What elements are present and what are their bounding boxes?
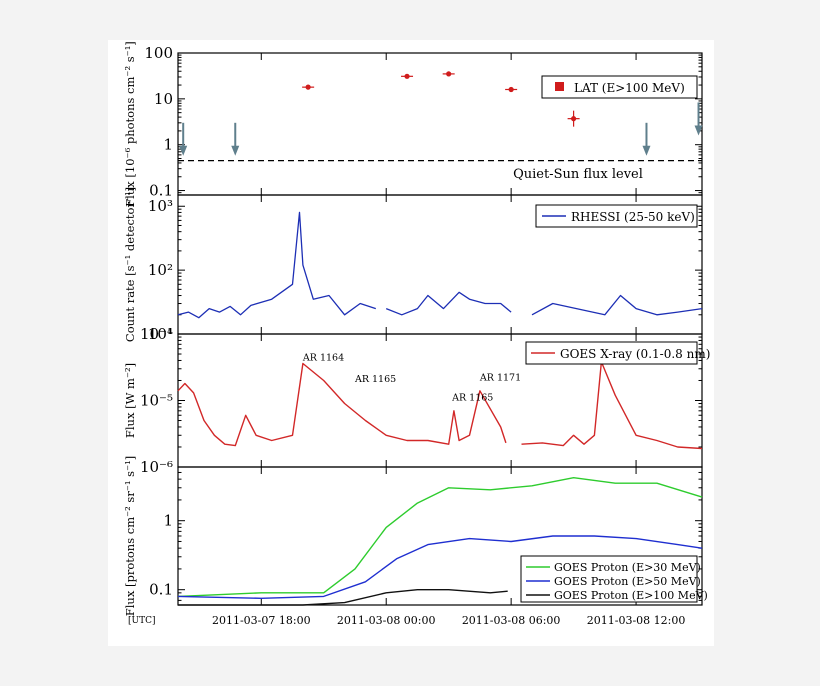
y-tick-label: 100 <box>144 44 173 62</box>
active-region-annotation: AR 1165 <box>451 393 493 404</box>
y-tick-label: 10² <box>148 261 173 279</box>
figure: 0.1 1 10 100 Flux [10⁻⁶ photons cm⁻² s⁻¹] 10¹… <box>108 40 714 646</box>
legend-label: GOES X-ray (0.1-0.8 nm) <box>560 347 710 361</box>
upper-limit-arrow <box>179 122 188 156</box>
y-tick-label: 10 <box>154 90 173 108</box>
active-region-annotation: AR 1171 <box>479 372 521 383</box>
x-tick-label: 2011-03-08 00:00 <box>337 614 436 627</box>
rhessi-series-line <box>385 291 512 316</box>
legend-label: GOES Proton (E>30 MeV) <box>554 561 701 574</box>
active-region-annotation: AR 1165 <box>354 374 396 385</box>
y-tick-label: 0.1 <box>149 581 173 599</box>
lat-data-point <box>442 71 455 77</box>
reference-line-label: Quiet-Sun flux level <box>513 167 643 182</box>
goes-proton-legend: GOES Proton (E>30 MeV)GOES Proton (E>50 … <box>520 555 708 603</box>
legend-label: GOES Proton (E>100 MeV) <box>554 589 708 602</box>
y-tick-label: 1 <box>163 136 173 154</box>
rhessi-series-line <box>177 211 377 319</box>
lat-data-point <box>567 110 580 127</box>
upper-limit-arrow <box>642 122 651 156</box>
lat-legend: LAT (E>100 MeV) <box>541 75 698 99</box>
lat-data-point <box>302 84 315 90</box>
x-unit-label: [UTC] <box>128 616 156 626</box>
legend-label: GOES Proton (E>50 MeV) <box>554 575 701 588</box>
goes-proton-series-line <box>177 477 703 598</box>
x-tick-label: 2011-03-07 18:00 <box>212 614 311 627</box>
goes-proton-series-line <box>177 535 703 599</box>
active-region-annotation: AR 1164 <box>302 352 344 363</box>
y-tick-label: 10⁻⁴ <box>140 325 173 343</box>
y-tick-label: 10¹ <box>148 325 173 343</box>
upper-limit-arrow <box>231 122 240 156</box>
y-tick-label: 10⁻⁶ <box>140 458 173 476</box>
y-tick-label: 0.1 <box>149 182 173 200</box>
lat-data-point <box>505 86 518 93</box>
x-tick-label: 2011-03-08 12:00 <box>587 614 686 627</box>
y-tick-label: 10⁻⁵ <box>140 392 173 410</box>
lat-data-point <box>401 73 414 79</box>
y-axis-label: Count rate [s⁻¹ detector⁻¹] <box>123 187 137 342</box>
goes-xray-series-line <box>521 361 703 450</box>
y-axis-label: Flux [protons cm⁻² sr⁻¹ s⁻¹] <box>123 456 137 616</box>
rhessi-series-line <box>531 294 703 316</box>
goes-xray-legend: GOES X-ray (0.1-0.8 nm) <box>525 341 710 365</box>
legend-label: LAT (E>100 MeV) <box>574 81 685 95</box>
rhessi-legend: RHESSI (25-50 keV) <box>535 204 698 228</box>
stacked-time-series-chart: 0.1 1 10 100 Flux [10⁻⁶ photons cm⁻² s⁻¹] 10¹… <box>123 41 710 627</box>
x-tick-label: 2011-03-08 06:00 <box>462 614 561 627</box>
y-axis-label: Flux [10⁻⁶ photons cm⁻² s⁻¹] <box>123 41 137 207</box>
y-tick-label: 10³ <box>148 197 173 215</box>
goes-xray-series-line <box>177 362 507 447</box>
goes-proton-series-line <box>178 589 508 606</box>
legend-label: RHESSI (25-50 keV) <box>571 210 695 224</box>
y-tick-label: 1 <box>163 512 173 530</box>
upper-limit-arrow <box>694 102 703 136</box>
y-axis-label: Flux [W m⁻²] <box>123 363 137 438</box>
